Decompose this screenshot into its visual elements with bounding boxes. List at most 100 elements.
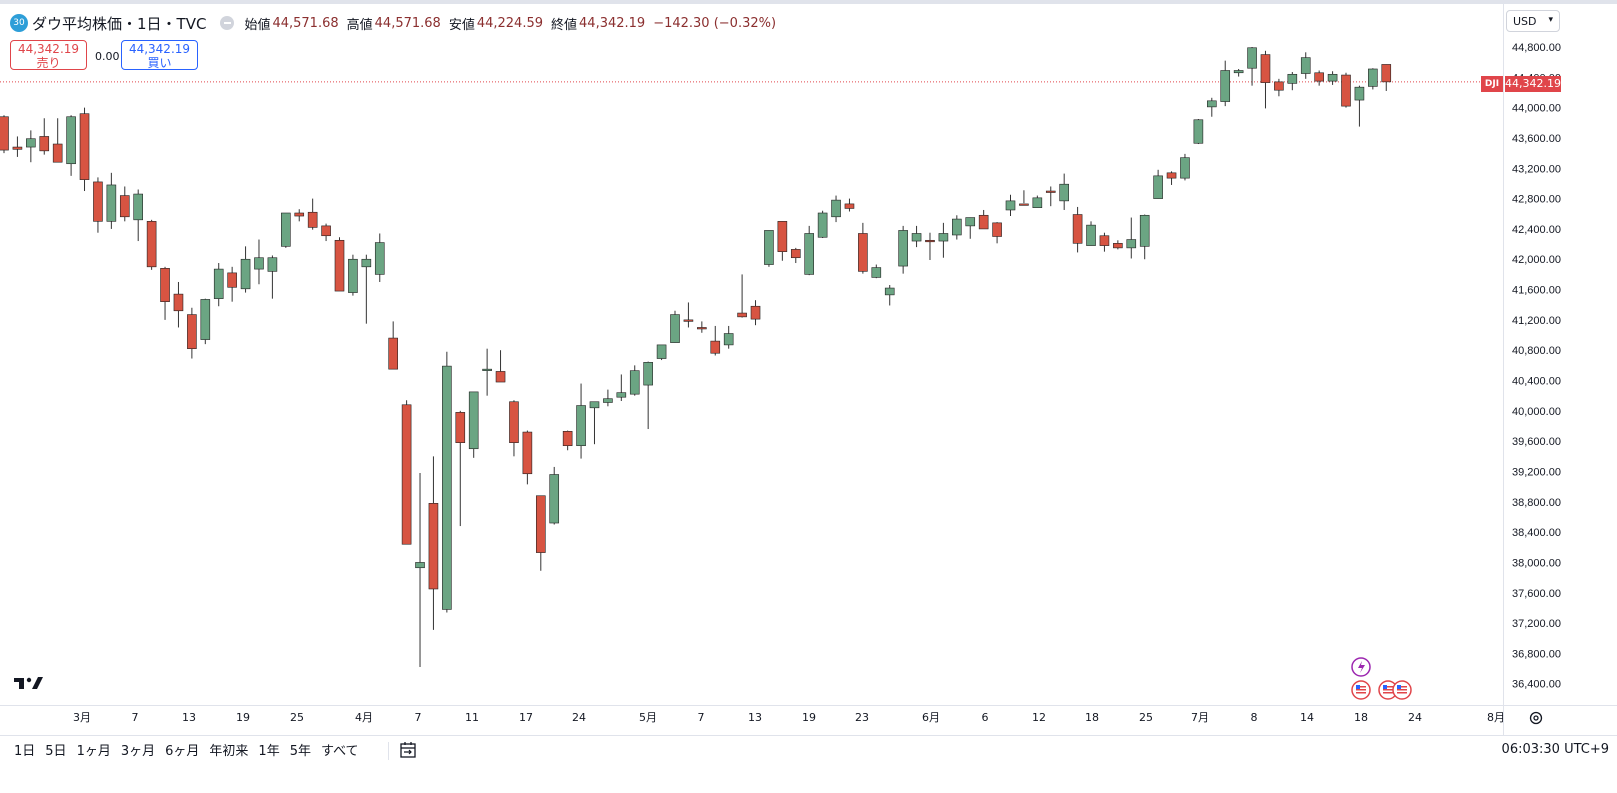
candle-up[interactable] [589,401,600,409]
range-5y[interactable]: 5年 [289,744,311,759]
candle-down[interactable] [1113,243,1123,249]
candle-up[interactable] [831,199,841,218]
go-to-date-icon[interactable] [398,740,418,760]
candle-up[interactable] [1354,86,1365,101]
candle-down[interactable] [52,143,63,163]
candle-down[interactable] [401,404,412,545]
candle-up[interactable] [1139,214,1150,247]
candle-up[interactable] [1005,200,1016,211]
range-6m[interactable]: 6ヶ月 [165,744,200,759]
candle-down[interactable] [978,214,989,230]
candle-down[interactable] [93,181,103,222]
range-1m[interactable]: 1ヶ月 [76,744,111,759]
candle-down[interactable] [925,239,935,243]
candle-down[interactable] [1019,203,1029,206]
candle-down[interactable] [173,293,184,312]
range-1y[interactable]: 1年 [258,744,280,759]
candle-up[interactable] [1287,73,1298,84]
candle-down[interactable] [307,211,318,228]
candle-up[interactable] [643,362,653,386]
candle-down[interactable] [1314,72,1324,82]
candle-down[interactable] [844,203,855,209]
candle-up[interactable] [1059,183,1069,202]
candle-down[interactable] [227,272,237,288]
candle-up[interactable] [240,258,251,290]
candle-up[interactable] [1086,224,1096,246]
candle-up[interactable] [817,212,828,238]
candle-down[interactable] [750,305,761,320]
candle-down[interactable] [495,371,506,383]
candle-down[interactable] [79,113,90,180]
currency-selector[interactable]: USD ▾ [1506,10,1560,32]
candle-up[interactable] [670,314,680,343]
candle-up[interactable] [1126,239,1137,249]
candle-up[interactable] [616,392,627,398]
candle-down[interactable] [1381,64,1392,83]
candle-up[interactable] [133,193,143,221]
candle-down[interactable] [119,195,130,218]
candle-down[interactable] [1045,190,1056,193]
candle-up[interactable] [629,370,640,395]
candle-up[interactable] [1193,119,1204,144]
candle-down[interactable] [146,221,157,268]
candle-up[interactable] [482,368,492,371]
candle-down[interactable] [428,503,439,590]
candle-up[interactable] [549,474,560,524]
hide-icon[interactable] [220,16,235,30]
candle-up[interactable] [576,405,586,447]
candle-down[interactable] [39,136,50,152]
candle-up[interactable] [415,562,425,569]
candle-down[interactable] [294,212,305,217]
candle-down[interactable] [535,495,546,553]
candle-down[interactable] [509,401,519,443]
candle-down[interactable] [321,225,331,237]
range-all[interactable]: すべて [320,744,359,759]
candle-down[interactable] [1099,235,1110,246]
candle-down[interactable] [1341,74,1351,107]
candle-down[interactable] [1274,81,1284,91]
candle-up[interactable] [1233,70,1244,74]
candle-up[interactable] [374,242,385,275]
candle-down[interactable] [562,431,573,447]
settings-icon[interactable] [1528,710,1544,726]
candle-down[interactable] [160,268,170,302]
candle-up[interactable] [267,257,278,272]
candle-up[interactable] [871,267,882,278]
candle-up[interactable] [965,217,976,227]
candle-up[interactable] [213,268,224,299]
candle-up[interactable] [1220,70,1231,102]
candle-up[interactable] [106,184,117,222]
candle-up[interactable] [603,398,613,403]
candle-up[interactable] [898,230,908,267]
candle-up[interactable] [938,233,949,242]
candle-down[interactable] [683,319,694,322]
candle-up[interactable] [66,116,76,165]
candle-up[interactable] [442,365,452,610]
candle-up[interactable] [804,233,815,275]
candle-up[interactable] [1368,68,1378,87]
candle-up[interactable] [1300,57,1311,74]
candle-up[interactable] [723,333,734,346]
candle-up[interactable] [656,344,667,359]
buy-button[interactable]: 44,342.19 買い [121,40,198,70]
candle-up[interactable] [468,391,479,450]
range-5d[interactable]: 5日 [45,744,67,759]
candle-up[interactable] [952,218,962,236]
range-3m[interactable]: 3ヶ月 [120,744,156,759]
range-ytd[interactable]: 年初来 [209,744,249,759]
candle-up[interactable] [281,212,291,247]
candle-down[interactable] [710,340,721,354]
candle-up[interactable] [200,299,211,340]
candle-down[interactable] [790,249,801,259]
candle-down[interactable] [388,337,398,370]
candle-up[interactable] [1032,197,1043,208]
candle-down[interactable] [187,314,197,349]
candle-down[interactable] [12,146,23,150]
candle-down[interactable] [1166,172,1177,179]
candle-up[interactable] [348,258,358,293]
tradingview-logo-icon[interactable] [14,676,44,690]
range-1d[interactable]: 1日 [14,744,36,759]
symbol-title[interactable]: ダウ平均株価・1日・TVC [32,14,207,33]
candle-up[interactable] [764,230,774,265]
